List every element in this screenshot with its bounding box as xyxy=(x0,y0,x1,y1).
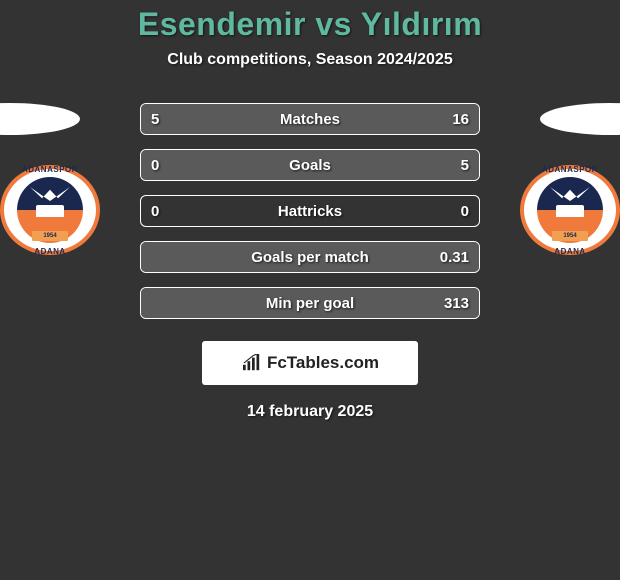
brand-label: FcTables.com xyxy=(267,353,379,373)
stat-left-value: 0 xyxy=(151,203,159,220)
badge-club-name: ADANASPOR xyxy=(22,165,78,174)
stat-label: Goals xyxy=(289,157,331,174)
right-player-column: ADANASPOR 1954 ADANA xyxy=(500,103,620,255)
stat-bar-min-per-goal: Min per goal 313 xyxy=(140,287,480,319)
badge-club-name: ADANASPOR xyxy=(542,165,598,174)
page-subtitle: Club competitions, Season 2024/2025 xyxy=(0,51,620,69)
stats-column: 5 Matches 16 0 Goals 5 0 Hattricks 0 xyxy=(120,103,500,319)
brand-box: FcTables.com xyxy=(202,341,418,385)
stat-right-value: 0.31 xyxy=(440,249,469,266)
badge-city: ADANA xyxy=(34,247,65,256)
right-player-silhouette xyxy=(540,103,620,135)
main-row: ADANASPOR 1954 ADANA 5 Matches 16 xyxy=(0,103,620,319)
left-club-badge: ADANASPOR 1954 ADANA xyxy=(0,165,100,255)
stat-right-value: 5 xyxy=(461,157,469,174)
stat-label: Hattricks xyxy=(278,203,342,220)
stat-label: Goals per match xyxy=(251,249,369,266)
stat-left-value: 0 xyxy=(151,157,159,174)
book-icon xyxy=(556,205,584,217)
stat-right-value: 0 xyxy=(461,203,469,220)
stat-right-value: 16 xyxy=(452,111,469,128)
comparison-card: Esendemir vs Yıldırım Club competitions,… xyxy=(0,0,620,421)
stat-right-value: 313 xyxy=(444,295,469,312)
stat-bar-hattricks: 0 Hattricks 0 xyxy=(140,195,480,227)
left-player-silhouette xyxy=(0,103,80,135)
badge-year: 1954 xyxy=(552,231,588,241)
bar-chart-icon xyxy=(241,354,263,372)
stat-bar-goals: 0 Goals 5 xyxy=(140,149,480,181)
badge-city: ADANA xyxy=(554,247,585,256)
footer-date: 14 february 2025 xyxy=(0,403,620,421)
stat-label: Matches xyxy=(280,111,340,128)
right-club-badge: ADANASPOR 1954 ADANA xyxy=(520,165,620,255)
stat-bar-matches: 5 Matches 16 xyxy=(140,103,480,135)
page-title: Esendemir vs Yıldırım xyxy=(0,6,620,43)
book-icon xyxy=(36,205,64,217)
badge-year: 1954 xyxy=(32,231,68,241)
stat-label: Min per goal xyxy=(266,295,354,312)
left-player-column: ADANASPOR 1954 ADANA xyxy=(0,103,120,255)
stat-bar-goals-per-match: Goals per match 0.31 xyxy=(140,241,480,273)
stat-left-value: 5 xyxy=(151,111,159,128)
stat-fill-right xyxy=(221,104,479,134)
